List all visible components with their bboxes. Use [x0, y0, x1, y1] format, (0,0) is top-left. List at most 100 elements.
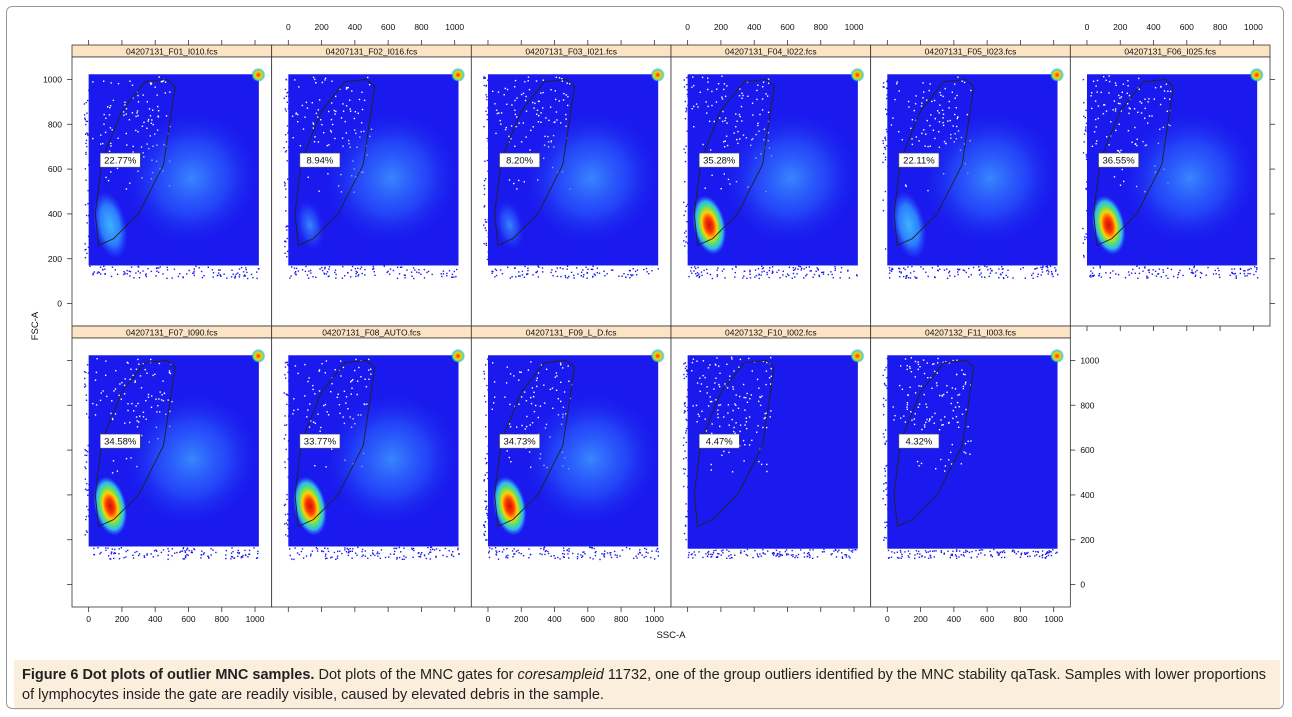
outlier-dot — [926, 406, 928, 408]
outlier-dot — [328, 268, 330, 270]
outlier-dot — [923, 129, 925, 131]
outlier-dot — [955, 415, 958, 418]
outlier-dot — [592, 558, 594, 560]
outlier-dot — [718, 385, 721, 388]
outlier-dot — [349, 108, 351, 110]
outlier-dot — [516, 188, 518, 190]
outlier-dot — [698, 415, 700, 417]
outlier-dot — [123, 270, 125, 273]
outlier-dot — [429, 558, 431, 560]
outlier-dot — [610, 269, 613, 271]
outlier-dot — [721, 454, 723, 456]
outlier-dot — [535, 80, 538, 82]
outlier-dot — [1159, 103, 1162, 106]
outlier-dot — [823, 551, 825, 553]
outlier-dot — [517, 549, 519, 552]
outlier-dot — [1027, 555, 1029, 558]
outlier-dot — [539, 553, 541, 555]
outlier-dot — [284, 415, 286, 417]
outlier-dot — [716, 269, 718, 271]
outlier-dot — [742, 383, 745, 386]
outlier-dot — [504, 128, 507, 131]
outlier-dot — [559, 267, 562, 269]
outlier-dot — [726, 549, 728, 551]
outlier-dot — [292, 413, 294, 415]
outlier-dot — [351, 557, 353, 559]
outlier-dot — [687, 370, 689, 373]
outlier-dot — [121, 381, 123, 384]
outlier-dot — [240, 266, 243, 269]
outlier-dot — [1007, 276, 1009, 278]
outlier-dot — [929, 418, 931, 420]
outlier-dot — [107, 547, 109, 549]
outlier-dot — [954, 113, 956, 116]
outlier-dot — [354, 267, 357, 270]
outlier-dot — [706, 268, 708, 271]
outlier-dot — [387, 270, 389, 273]
panel-title: 04207131_F04_I022.fcs — [725, 47, 817, 57]
outlier-dot — [86, 222, 88, 224]
outlier-dot — [609, 554, 612, 556]
outlier-dot — [882, 142, 885, 145]
outlier-dot — [335, 277, 337, 279]
outlier-dot — [711, 423, 713, 425]
outlier-dot — [84, 133, 87, 135]
outlier-dot — [890, 270, 893, 273]
outlier-dot — [377, 555, 379, 557]
outlier-dot — [136, 112, 138, 114]
outlier-dot — [495, 109, 498, 111]
outlier-dot — [629, 548, 631, 550]
outlier-dot — [947, 120, 949, 122]
outlier-dot — [746, 548, 749, 551]
gate-polygon — [1093, 78, 1174, 246]
gate-percent: 22.11% — [903, 156, 935, 167]
outlier-dot — [687, 389, 689, 391]
outlier-dot — [884, 190, 887, 193]
outlier-dot — [202, 553, 205, 555]
outlier-dot — [429, 549, 432, 551]
outlier-dot — [347, 272, 349, 274]
outlier-dot — [885, 482, 887, 484]
outlier-dot — [915, 95, 917, 97]
outlier-dot — [187, 554, 189, 556]
outlier-dot — [960, 554, 962, 556]
outlier-dot — [543, 546, 546, 548]
outlier-dot — [685, 365, 688, 368]
outlier-dot — [403, 274, 406, 276]
outlier-dot — [511, 550, 514, 552]
outlier-dot — [131, 402, 133, 405]
outlier-dot — [287, 458, 289, 460]
outlier-dot — [744, 444, 746, 446]
outlier-dot — [1050, 271, 1053, 273]
outlier-dot — [104, 131, 107, 134]
outlier-dot — [553, 121, 555, 123]
outlier-dot — [568, 380, 570, 382]
outlier-dot — [729, 557, 731, 559]
outlier-dot — [1130, 272, 1133, 274]
outlier-dot — [525, 136, 527, 138]
outlier-dot — [1049, 265, 1052, 267]
outlier-dot — [495, 269, 498, 272]
outlier-dot — [771, 266, 774, 268]
outlier-dot — [1250, 267, 1252, 270]
outlier-dot — [776, 552, 779, 555]
outlier-dot — [545, 368, 548, 370]
outlier-dot — [706, 386, 708, 388]
outlier-dot — [766, 271, 768, 274]
outlier-dot — [1191, 269, 1193, 271]
outlier-dot — [103, 80, 105, 82]
outlier-dot — [337, 550, 339, 553]
outlier-dot — [796, 273, 798, 275]
outlier-dot — [684, 450, 686, 452]
outlier-dot — [683, 86, 686, 88]
outlier-dot — [319, 430, 321, 432]
outlier-dot — [174, 552, 176, 554]
outlier-dot — [1137, 111, 1139, 113]
outlier-dot — [150, 122, 153, 124]
outlier-dot — [485, 229, 487, 232]
outlier-dot — [1106, 136, 1108, 138]
outlier-dot — [353, 117, 356, 120]
outlier-dot — [563, 556, 565, 558]
outlier-dot — [792, 272, 795, 275]
outlier-dot — [286, 237, 288, 240]
